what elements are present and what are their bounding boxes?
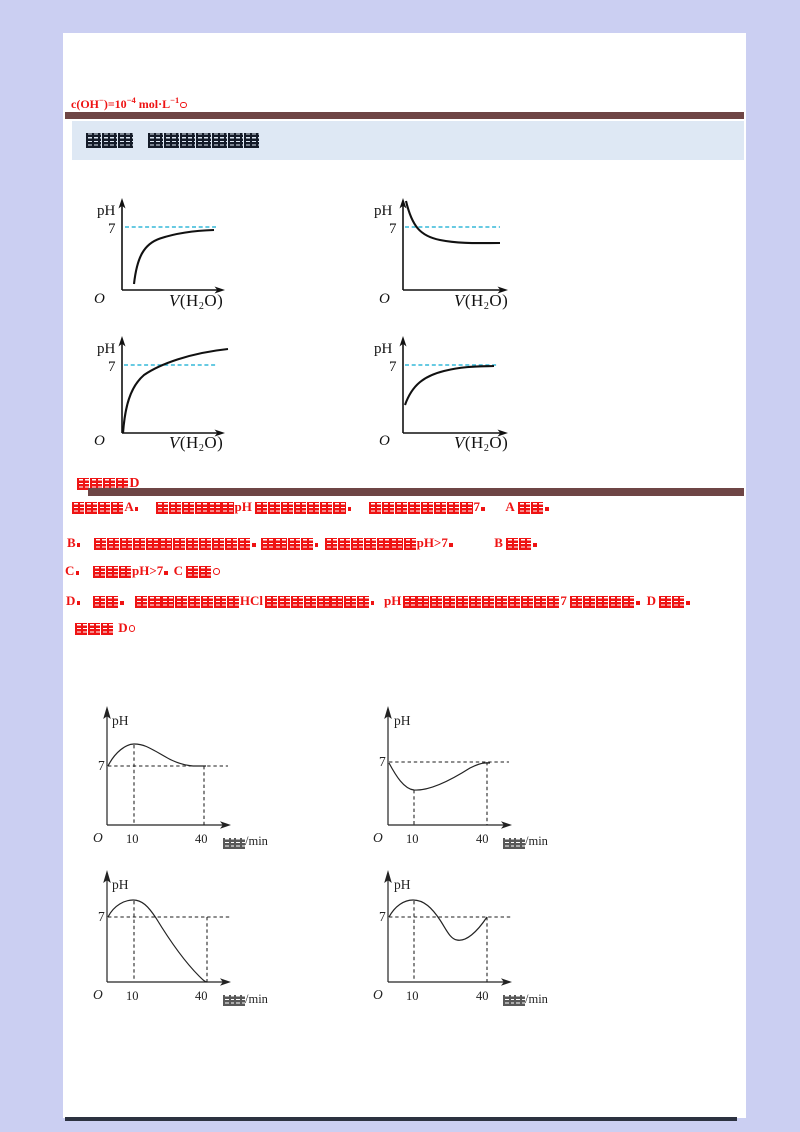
svg-text:O: O [93, 830, 103, 845]
svg-text:pH: pH [97, 341, 116, 357]
svg-text:7: 7 [389, 359, 397, 375]
svg-text:7: 7 [108, 359, 116, 375]
svg-text:O: O [379, 291, 390, 307]
svg-text:O: O [93, 987, 103, 1002]
svg-text:pH: pH [394, 877, 411, 892]
svg-text:O: O [373, 830, 383, 845]
svg-text:pH: pH [374, 341, 393, 357]
svg-text:7: 7 [379, 754, 386, 769]
svg-text:V(H2O): V(H2O) [169, 433, 223, 454]
svg-text:/min: /min [245, 834, 269, 848]
svg-text:7: 7 [98, 909, 105, 924]
svg-text:V(H2O): V(H2O) [454, 433, 508, 454]
svg-text:10: 10 [406, 832, 419, 846]
svg-text:7: 7 [98, 758, 105, 773]
svg-text:10: 10 [406, 989, 419, 1003]
svg-text:V(H2O): V(H2O) [169, 291, 223, 312]
svg-text:V(H2O): V(H2O) [454, 291, 508, 312]
svg-text:7: 7 [108, 221, 116, 237]
svg-text:pH: pH [394, 713, 411, 728]
svg-text:10: 10 [126, 989, 139, 1003]
svg-text:O: O [94, 291, 105, 307]
svg-text:pH: pH [97, 203, 116, 219]
svg-text:O: O [373, 987, 383, 1002]
svg-text:40: 40 [476, 832, 489, 846]
svg-text:40: 40 [195, 832, 208, 846]
svg-text:/min: /min [525, 992, 549, 1006]
svg-text:7: 7 [389, 221, 397, 237]
svg-text:O: O [379, 433, 390, 449]
svg-text:40: 40 [476, 989, 489, 1003]
svg-text:pH: pH [374, 203, 393, 219]
svg-text:pH: pH [112, 877, 129, 892]
svg-text:O: O [94, 433, 105, 449]
svg-text:/min: /min [245, 992, 269, 1006]
svg-text:/min: /min [525, 834, 549, 848]
svg-text:10: 10 [126, 832, 139, 846]
svg-text:40: 40 [195, 989, 208, 1003]
svg-text:7: 7 [379, 909, 386, 924]
svg-text:pH: pH [112, 713, 129, 728]
